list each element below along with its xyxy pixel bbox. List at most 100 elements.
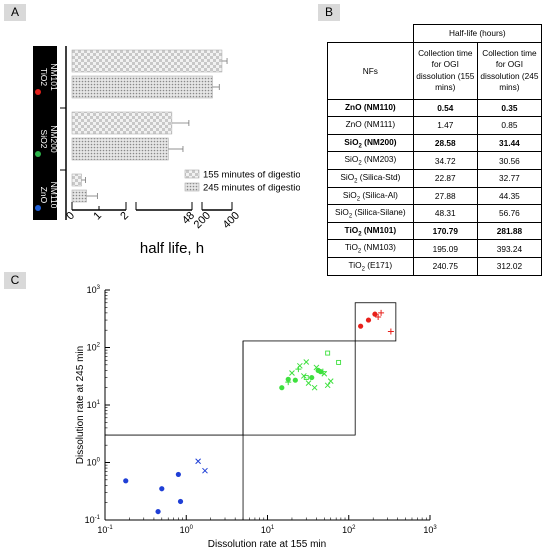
- table-cell-155: 0.54: [412, 98, 478, 118]
- bar-1-1: [71, 111, 173, 135]
- table-row: TiO2 (NM103) 195.09 393.24: [327, 239, 542, 258]
- group-dot-tio2: [35, 89, 41, 95]
- table-row: SiO2 (NM203) 34.72 30.56: [327, 151, 542, 170]
- table-cell-nf: TiO2 (E171): [327, 256, 414, 276]
- data-point: [177, 498, 184, 505]
- axis-ticks: 10-110-1 100 100 101 101 102 102 103 103: [85, 285, 438, 535]
- table-row: ZnO (NM110) 0.54 0.35: [327, 98, 542, 118]
- table-cell-155: 240.75: [412, 256, 478, 276]
- y-tick-label: 10-1: [85, 515, 101, 525]
- data-point: [303, 359, 310, 365]
- y-tick-label: 100: [87, 458, 101, 468]
- table-row: SiO2 (Silica-Std) 22.87 32.77: [327, 168, 542, 188]
- table-header-155: Collection time for OGI dissolution (155…: [412, 41, 478, 100]
- data-point: [195, 458, 201, 465]
- data-point: [279, 385, 285, 391]
- error-bar-2-0: [86, 193, 98, 199]
- x-tick-label: 100: [180, 525, 194, 535]
- dissolution-scatter-chart: 10-110-1 100 100 101 101 102 102 103 103 Dissolu…: [75, 285, 438, 550]
- table-header-group: Half-life (hours): [412, 24, 542, 43]
- data-point: [175, 471, 181, 478]
- table-cell-155: 195.09: [412, 239, 478, 258]
- plot-frame: [104, 290, 430, 521]
- data-point: [311, 384, 318, 391]
- bar-0-1: [71, 49, 223, 73]
- group-dot-sio2: [35, 151, 41, 157]
- table-cell-nf: SiO2 (Silica-Al): [327, 186, 414, 206]
- table-row: SiO2 (Silica-Al) 27.88 44.35: [327, 186, 542, 206]
- bar-2-0: [71, 189, 87, 203]
- table-row: ZnO (NM111) 1.47 0.85: [327, 116, 542, 135]
- table-cell-245: 31.44: [476, 133, 542, 153]
- table-cell-nf: SiO2 (NM200): [327, 133, 414, 153]
- scatter-points: [123, 309, 394, 515]
- data-point: [319, 368, 326, 375]
- data-point: [358, 323, 364, 329]
- x-axis-label: Dissolution rate at 155 min: [208, 539, 326, 550]
- x-tick-200: 200: [192, 210, 213, 231]
- data-point: [365, 317, 372, 323]
- region-boxes: [105, 302, 397, 520]
- panel-label-c: C: [4, 272, 26, 289]
- data-point: [285, 379, 292, 386]
- x-tick-400: 400: [221, 210, 242, 231]
- x-tick-label: 101: [261, 525, 275, 535]
- legend-label-245: 245 minutes of digestion: [203, 183, 300, 194]
- group-label-sio2: NM200 SiO2: [33, 108, 59, 170]
- group-label-zno-formula: ZnO: [39, 187, 49, 204]
- data-point: [375, 313, 382, 320]
- table-cell-155: 34.72: [412, 151, 478, 170]
- table-cell-nf: ZnO (NM110): [327, 98, 414, 118]
- error-bar-0-1: [221, 58, 228, 64]
- table-cell-245: 0.85: [476, 116, 542, 135]
- table-cell-155: 27.88: [412, 186, 478, 206]
- table-row: SiO2 (NM200) 28.58 31.44: [327, 133, 542, 153]
- error-bar-2-1: [81, 177, 86, 183]
- table-cell-nf: SiO2 (Silica-Silane): [327, 204, 414, 223]
- table-cell-155: 28.58: [412, 133, 478, 153]
- table-cell-nf: SiO2 (Silica-Std): [327, 168, 414, 188]
- data-point: [305, 380, 312, 386]
- group-label-zno-code: NM110: [49, 182, 59, 209]
- table-cell-155: 1.47: [412, 116, 478, 135]
- group-dot-zno: [35, 205, 41, 211]
- group-label-tio2-code: NM101: [49, 63, 59, 91]
- table-cell-155: 48.31: [412, 204, 478, 223]
- bar-1-0: [71, 137, 169, 161]
- table-row: SiO2 (Silica-Silane) 48.31 56.76: [327, 204, 542, 223]
- data-point: [123, 478, 129, 484]
- half-life-table: Half-life (hours) NFs Collection time fo…: [327, 24, 542, 276]
- data-point: [159, 486, 165, 492]
- y-tick-label: 103: [87, 285, 101, 295]
- data-point: [292, 377, 298, 383]
- data-point: [387, 328, 394, 335]
- table-cell-245: 281.88: [476, 221, 542, 241]
- data-point: [327, 378, 334, 384]
- data-point: [295, 366, 302, 373]
- half-life-bar-chart: NM101 TiO2 NM200 SiO2 NM110 ZnO 0 1 2 48: [33, 46, 300, 257]
- table-cell-155: 22.87: [412, 168, 478, 188]
- data-point: [336, 359, 342, 365]
- table-corner: [327, 24, 414, 43]
- table-row: TiO2 (E171) 240.75 312.02: [327, 256, 542, 276]
- table-cell-nf: ZnO (NM111): [327, 116, 414, 135]
- table-cell-245: 393.24: [476, 239, 542, 258]
- data-point: [378, 309, 385, 316]
- bar-group: [71, 49, 228, 203]
- table-cell-nf: TiO2 (NM101): [327, 221, 414, 241]
- error-bar-1-0: [168, 146, 184, 152]
- data-point: [313, 364, 320, 371]
- x-tick-label: 10-1: [97, 525, 113, 535]
- table-cell-245: 312.02: [476, 256, 542, 276]
- y-tick-label: 102: [87, 343, 101, 353]
- group-label-tio2-formula: TiO2: [39, 68, 49, 86]
- table-header-nfs: NFs: [327, 41, 414, 100]
- x-tick-label: 103: [423, 525, 437, 535]
- data-point: [325, 350, 331, 356]
- data-point: [289, 370, 295, 376]
- data-point: [324, 382, 331, 389]
- legend-label-155: 155 minutes of digestion: [203, 170, 300, 181]
- region-box-1: [354, 302, 397, 342]
- y-axis-label: Dissolution rate at 245 min: [75, 346, 86, 464]
- data-point: [372, 311, 378, 317]
